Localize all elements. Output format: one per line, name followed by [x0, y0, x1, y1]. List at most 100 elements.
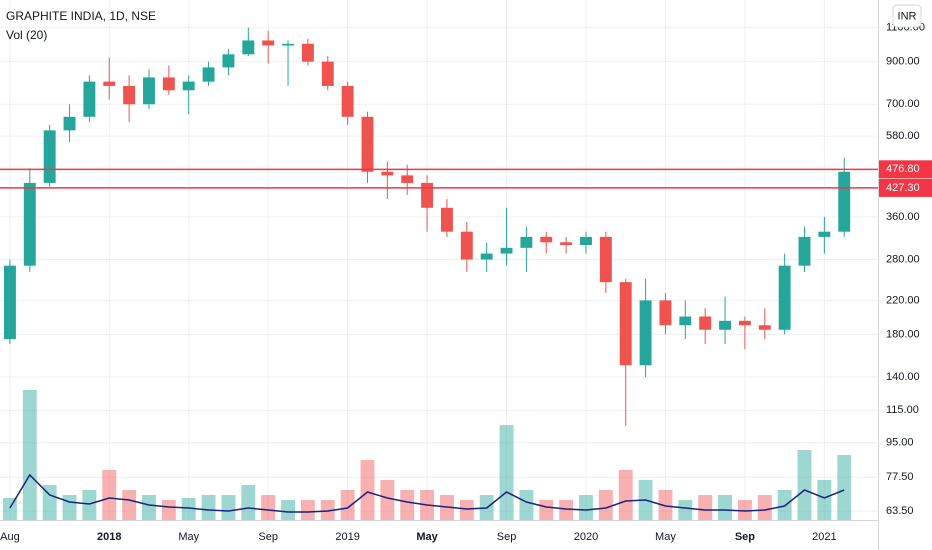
volume-bar — [678, 500, 693, 520]
currency-label[interactable]: INR — [898, 10, 917, 22]
candle-body — [599, 236, 612, 283]
candle-body — [719, 320, 732, 330]
volume-bar — [598, 490, 613, 520]
chart-title: GRAPHITE INDIA, 1D, NSE — [6, 9, 156, 23]
y-tick-label: 77.50 — [886, 471, 914, 483]
volume-bar — [42, 485, 57, 520]
candle-body — [758, 325, 771, 330]
candle-body — [659, 300, 672, 326]
x-tick-label: 2021 — [812, 531, 836, 543]
volume-bar — [380, 480, 395, 520]
volume-bar — [459, 500, 474, 520]
plot-area — [0, 27, 878, 520]
volume-bar — [142, 495, 156, 520]
volume-bar — [181, 498, 196, 520]
volume-bar — [559, 500, 574, 520]
candle-body — [798, 236, 811, 266]
x-tick-label: 2019 — [335, 531, 359, 543]
volume-ma-line — [9, 473, 845, 513]
candle-body — [43, 130, 56, 183]
candle-body — [361, 116, 374, 172]
x-tick-label: 2020 — [574, 531, 598, 543]
grid — [0, 0, 878, 520]
candle-body — [341, 85, 354, 117]
candle-body — [560, 242, 573, 246]
y-tick-label: 140.00 — [886, 371, 920, 383]
candle-body — [301, 43, 314, 62]
candle-body — [738, 320, 751, 326]
volume-bar — [241, 485, 256, 520]
level-label-box — [879, 160, 932, 179]
volume-bar — [281, 500, 295, 520]
candle-body — [123, 85, 136, 105]
candle-body — [182, 81, 195, 91]
candle-body — [818, 231, 831, 237]
candle-body — [460, 231, 473, 260]
candle-body — [520, 236, 533, 248]
volume-bar — [221, 495, 236, 520]
candle-body — [440, 207, 453, 232]
volume-bar — [519, 490, 534, 520]
volume-bar — [122, 490, 137, 520]
volume-bar — [817, 480, 832, 520]
volume-bar — [718, 495, 732, 520]
candle-body — [262, 40, 275, 46]
volume-bar — [400, 490, 415, 520]
axes: Aug 2018 May Sep 2019 May Sep 2020 May Sep 2021110… — [0, 22, 932, 543]
level-label-box — [879, 178, 932, 197]
volume-bar — [737, 500, 752, 520]
volume-bar — [499, 425, 514, 520]
y-tick-label: 95.00 — [886, 437, 914, 449]
volume-bar — [579, 495, 593, 520]
y-tick-label: 360.00 — [886, 211, 920, 223]
candle-body — [679, 316, 692, 326]
y-tick-label: 700.00 — [886, 98, 920, 110]
candle-body — [63, 116, 76, 131]
level-label: 427.30 — [886, 182, 920, 194]
volume-bar — [618, 470, 633, 520]
candle-body — [222, 54, 235, 68]
volume-bar — [797, 450, 812, 520]
x-tick-label: 2018 — [97, 531, 121, 543]
candle-body — [500, 247, 513, 254]
volume-bar — [300, 500, 315, 520]
candle-body — [282, 43, 294, 46]
y-tick-label: 900.00 — [886, 56, 920, 68]
candle-body — [381, 171, 394, 176]
volume-bar — [360, 460, 375, 520]
x-tick-label: May — [178, 531, 199, 543]
y-tick-label: 115.00 — [886, 404, 919, 416]
volume-bar — [161, 500, 176, 520]
volume-bar — [539, 500, 554, 520]
candle-body — [421, 182, 434, 208]
volume-bar — [102, 470, 117, 520]
candle-body — [103, 81, 116, 86]
currency-button[interactable] — [892, 4, 922, 28]
x-tick-label: Sep — [258, 531, 278, 543]
volume-bar — [837, 455, 852, 520]
y-tick-label: 280.00 — [886, 253, 920, 265]
candle-body — [162, 77, 175, 91]
candle-body — [401, 175, 414, 183]
candle-body — [202, 67, 215, 82]
level-label: 476.80 — [886, 163, 920, 175]
volume-bar — [261, 495, 276, 520]
candle-body — [580, 236, 592, 246]
x-tick-label: May — [416, 531, 438, 543]
volume-bar — [22, 390, 37, 520]
candle-body — [540, 236, 553, 243]
volume-bar — [340, 490, 355, 520]
volume-bar — [757, 495, 772, 520]
volume-bar — [201, 495, 216, 520]
candle-body — [143, 77, 155, 105]
candle-body — [778, 265, 791, 330]
x-tick-label: Sep — [735, 531, 755, 543]
y-tick-label: 180.00 — [886, 328, 920, 340]
y-tick-label: 63.50 — [886, 505, 914, 517]
volume-bar — [658, 490, 673, 520]
candle-body — [699, 316, 712, 330]
candle-body — [480, 253, 493, 260]
candle-body — [23, 182, 36, 266]
